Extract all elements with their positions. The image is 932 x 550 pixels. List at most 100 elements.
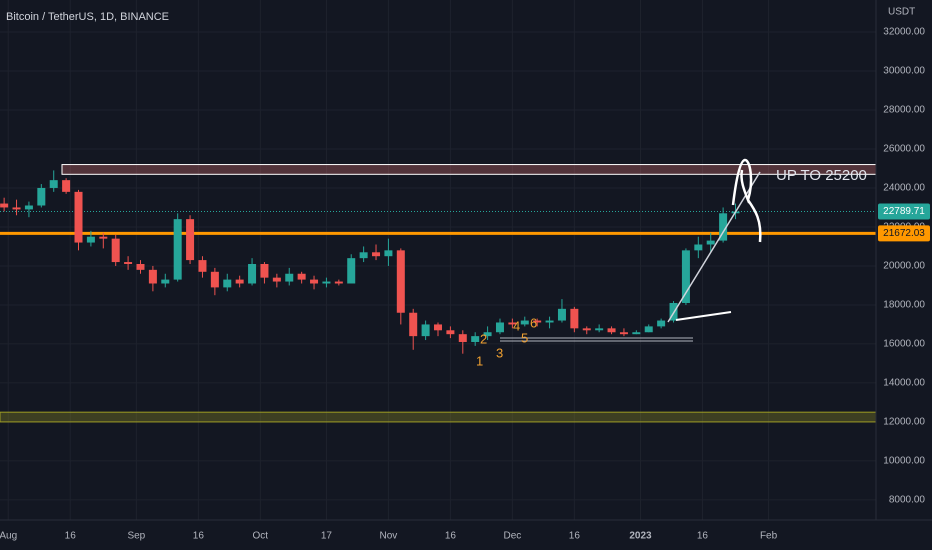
chart-title: Bitcoin / TetherUS, 1D, BINANCE [6, 11, 169, 23]
candle-body [545, 320, 554, 323]
candle-body [74, 191, 83, 243]
candle-body [533, 320, 542, 323]
x-tick-label: 16 [65, 531, 77, 542]
candle-body [471, 336, 480, 342]
candle-body [136, 263, 145, 270]
candle-body [210, 271, 219, 288]
y-tick-label: 10000.00 [883, 456, 925, 467]
annotation: UP TO 25200 [776, 167, 867, 184]
candle-body [409, 312, 418, 337]
candle-body [495, 322, 504, 333]
x-tick-label: Nov [380, 531, 398, 542]
candle-body [483, 332, 492, 337]
candle-body [99, 236, 108, 239]
candle-body [607, 328, 616, 333]
candles [0, 170, 740, 354]
y-tick-label: 24000.00 [883, 183, 925, 194]
price-zone [61, 164, 877, 175]
price-tag-label: 22789.71 [883, 206, 925, 217]
candle-body [297, 273, 306, 280]
candle-body [644, 326, 653, 333]
price-zone [0, 411, 877, 423]
price-tag-label: 21672.03 [883, 228, 925, 239]
candle-body [186, 219, 195, 261]
zones [0, 164, 877, 423]
x-tick-label: 17 [321, 531, 333, 542]
candle-body [310, 279, 319, 284]
candle-body [434, 324, 442, 331]
y-tick-label: 14000.00 [883, 378, 925, 389]
candle-body [0, 203, 9, 208]
grid [0, 0, 876, 520]
candle-body [557, 308, 566, 321]
candle-body [719, 213, 728, 241]
x-tick-label: Aug [0, 531, 17, 542]
candle-body [248, 263, 257, 284]
candle-body [198, 260, 207, 272]
x-tick-label: Oct [253, 531, 269, 542]
price-axis [876, 0, 932, 550]
candle-body [62, 180, 71, 192]
candle-body [384, 250, 393, 257]
y-tick-label: 20000.00 [883, 261, 925, 272]
axes: 8000.00 10000.00 12000.00 14000.00 16000.00 1… [0, 27, 930, 542]
candle-body [372, 252, 381, 257]
x-tick-label: 16 [697, 531, 709, 542]
candle-body [619, 332, 628, 335]
x-tick-label: 2023 [629, 531, 652, 542]
candle-body [347, 258, 356, 284]
x-tick-label: Feb [760, 531, 778, 542]
hand-drawn-arrow [731, 158, 762, 243]
candle-body [285, 273, 294, 282]
candle-body [570, 308, 579, 329]
y-tick-label: 26000.00 [883, 144, 925, 155]
candle-body [111, 238, 120, 263]
axis-unit: USDT [888, 7, 915, 18]
x-tick-label: Sep [127, 531, 145, 542]
y-tick-label: 18000.00 [883, 300, 925, 311]
candle-body [681, 250, 690, 303]
price-tag [878, 203, 930, 220]
wave-label: 5 [521, 330, 528, 345]
candle-body [37, 187, 46, 206]
candle-body [595, 328, 604, 331]
candle-body [49, 180, 58, 188]
candle-body [86, 236, 95, 243]
candle-body [12, 207, 21, 210]
candle-body [322, 281, 331, 284]
y-tick-label: 12000.00 [883, 417, 925, 428]
x-tick-label: Dec [503, 531, 521, 542]
wave-label: 3 [496, 345, 503, 360]
candle-body [446, 330, 455, 335]
candle-body [632, 332, 641, 335]
drawings: UP TO 25200 1 2 3 4 5 6 [476, 158, 867, 368]
candle-body [161, 279, 170, 284]
candle-body [223, 279, 232, 288]
wave-label: 4 [513, 318, 520, 333]
candle-body [260, 263, 269, 278]
candle-body [124, 262, 133, 264]
y-tick-label: 30000.00 [883, 66, 925, 77]
y-tick-label: 16000.00 [883, 339, 925, 350]
price-tag [878, 225, 930, 242]
y-tick-label: 28000.00 [883, 105, 925, 116]
y-tick-label: 8000.00 [889, 495, 926, 506]
x-tick-label: 16 [193, 531, 205, 542]
candle-body [396, 250, 405, 313]
candle-body [173, 219, 182, 280]
candle-body [421, 324, 430, 337]
trend-line [667, 171, 761, 323]
x-tick-label: 16 [569, 531, 581, 542]
candle-body [706, 240, 715, 245]
candle-body [359, 252, 368, 259]
wave-label: 1 [476, 353, 483, 368]
candle-body [235, 279, 244, 284]
candle-body [508, 322, 517, 325]
candle-body [694, 244, 703, 251]
y-tick-label: 32000.00 [883, 27, 925, 38]
candle-body [520, 320, 529, 325]
candle-body [272, 277, 281, 282]
candle-body [334, 281, 343, 284]
candle-body [24, 205, 33, 210]
